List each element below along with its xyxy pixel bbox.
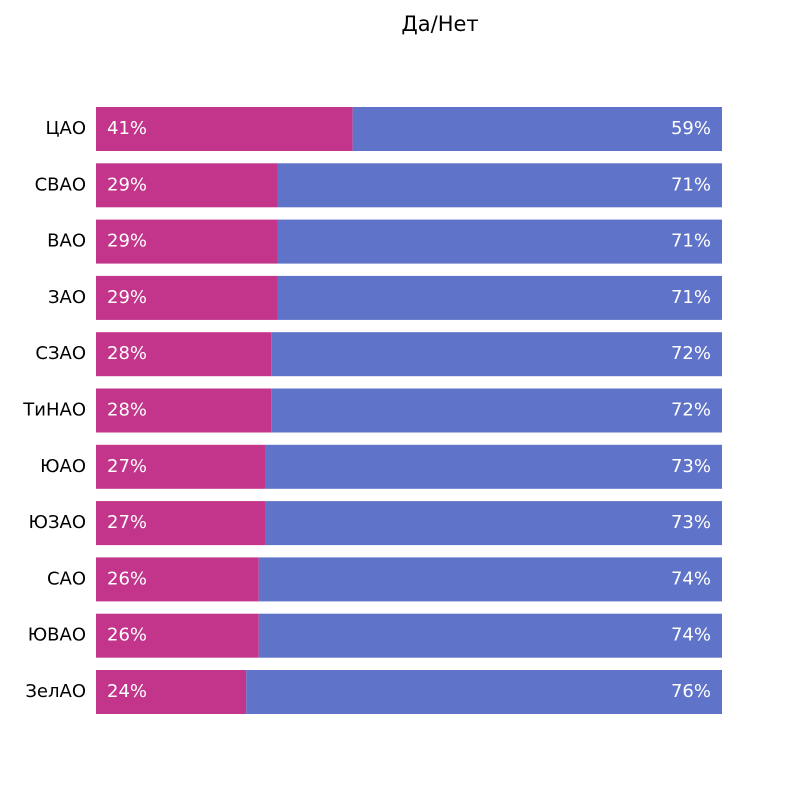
value-label: 29%: [107, 174, 147, 195]
bar-segment: [277, 163, 722, 208]
value-label: 72%: [671, 400, 711, 421]
bar-segment: [96, 444, 266, 489]
y-tick-label: ЮАО: [40, 456, 86, 477]
bar-segment: [258, 557, 722, 602]
y-tick-label: ЗАО: [48, 287, 86, 308]
value-label: 71%: [671, 231, 711, 252]
value-label: 24%: [107, 681, 147, 702]
y-tick-label: САО: [47, 568, 86, 589]
bar-segment: [96, 332, 272, 377]
y-tick-label: ЦАО: [46, 118, 86, 139]
value-label: 76%: [671, 681, 711, 702]
bar-segment: [96, 275, 278, 320]
value-label: 28%: [107, 400, 147, 421]
y-tick-label: СВАО: [35, 174, 86, 195]
bar-segment: [265, 444, 722, 489]
value-label: 59%: [671, 118, 711, 139]
value-label: 29%: [107, 287, 147, 308]
bar-segment: [258, 613, 722, 658]
bar-segment: [96, 613, 259, 658]
bar-segment: [96, 501, 266, 546]
value-label: 26%: [107, 568, 147, 589]
bar-segment: [277, 219, 722, 264]
bar-segment: [271, 388, 722, 433]
value-label: 72%: [671, 343, 711, 364]
value-label: 73%: [671, 512, 711, 533]
value-label: 74%: [671, 625, 711, 646]
chart-title: Да/Нет: [401, 12, 478, 36]
y-tick-label: ЗелАО: [25, 681, 86, 702]
y-tick-label: ЮЗАО: [29, 512, 86, 533]
y-tick-label: ТиНАО: [22, 400, 86, 421]
bar-segment: [96, 670, 247, 714]
value-label: 29%: [107, 231, 147, 252]
bar-segment: [96, 163, 278, 208]
y-tick-label: ВАО: [47, 231, 86, 252]
bar-segment: [352, 107, 722, 151]
bar-segment: [277, 275, 722, 320]
value-label: 41%: [107, 118, 147, 139]
value-label: 28%: [107, 343, 147, 364]
y-tick-label: ЮВАО: [28, 625, 86, 646]
bar-segment: [246, 670, 723, 714]
value-label: 26%: [107, 625, 147, 646]
value-label: 74%: [671, 568, 711, 589]
bar-segment: [96, 557, 259, 602]
bar-segment: [271, 332, 722, 377]
value-label: 71%: [671, 174, 711, 195]
value-label: 27%: [107, 456, 147, 477]
bar-segment: [265, 501, 722, 546]
value-label: 27%: [107, 512, 147, 533]
bar-segment: [96, 107, 353, 151]
value-label: 73%: [671, 456, 711, 477]
bar-segment: [96, 219, 278, 264]
bar-segment: [96, 388, 272, 433]
value-label: 71%: [671, 287, 711, 308]
y-tick-label: СЗАО: [35, 343, 86, 364]
